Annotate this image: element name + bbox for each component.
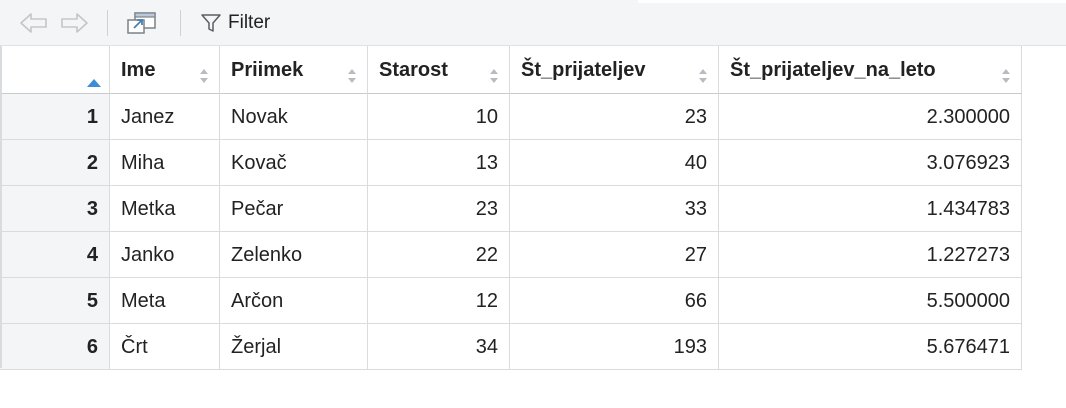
cell-priimek: Novak: [220, 94, 368, 140]
cell-ime: Janez: [110, 94, 220, 140]
cell-ime: Meta: [110, 278, 220, 324]
cell-st-prijateljev: 27: [510, 232, 719, 278]
grid-empty-area: [0, 370, 1066, 408]
cell-st-prijateljev: 23: [510, 94, 719, 140]
cell-priimek: Arčon: [220, 278, 368, 324]
table-row: 4 Janko Zelenko 22 27 1.227273: [0, 232, 1022, 278]
cell-starost: 22: [368, 232, 510, 278]
filter-button[interactable]: Filter: [200, 11, 270, 35]
cell-st-prijateljev-na-leto: 3.076923: [719, 140, 1022, 186]
popout-window-icon[interactable]: [125, 10, 159, 36]
sort-ascending-icon: [86, 58, 102, 93]
row-index: 2: [0, 140, 110, 186]
cell-priimek: Zelenko: [220, 232, 368, 278]
column-header-starost[interactable]: Starost: [368, 46, 510, 94]
cell-st-prijateljev: 40: [510, 140, 719, 186]
forward-arrow-icon[interactable]: [58, 11, 90, 35]
column-header-st-prijateljev[interactable]: Št_prijateljev: [510, 46, 719, 94]
cell-starost: 13: [368, 140, 510, 186]
sort-toggle-icon: [347, 55, 357, 83]
funnel-icon: [200, 12, 222, 34]
toolbar-separator: [180, 10, 181, 36]
cell-ime: Miha: [110, 140, 220, 186]
cell-st-prijateljev: 33: [510, 186, 719, 232]
cell-starost: 10: [368, 94, 510, 140]
cell-st-prijateljev-na-leto: 1.227273: [719, 232, 1022, 278]
column-header-priimek[interactable]: Priimek: [220, 46, 368, 94]
row-index: 6: [0, 324, 110, 370]
cell-st-prijateljev-na-leto: 5.500000: [719, 278, 1022, 324]
filter-label: Filter: [228, 12, 271, 33]
back-arrow-icon[interactable]: [18, 11, 50, 35]
table-row: 5 Meta Arčon 12 66 5.500000: [0, 278, 1022, 324]
table-row: 6 Črt Žerjal 34 193 5.676471: [0, 324, 1022, 370]
table-row: 3 Metka Pečar 23 33 1.434783: [0, 186, 1022, 232]
cell-st-prijateljev-na-leto: 1.434783: [719, 186, 1022, 232]
toolbar-tab-edge: [638, 0, 1066, 3]
sort-toggle-icon: [199, 55, 209, 83]
row-index: 4: [0, 232, 110, 278]
cell-priimek: Pečar: [220, 186, 368, 232]
sort-toggle-icon: [698, 55, 708, 83]
cell-ime: Metka: [110, 186, 220, 232]
table-row: 2 Miha Kovač 13 40 3.076923: [0, 140, 1022, 186]
table-header-row: Ime Priimek Starost Št_prijateljev Št_pr…: [0, 46, 1022, 94]
index-column-header[interactable]: [0, 46, 110, 94]
cell-priimek: Žerjal: [220, 324, 368, 370]
toolbar-separator: [107, 10, 108, 36]
cell-priimek: Kovač: [220, 140, 368, 186]
column-header-st-prijateljev-na-leto[interactable]: Št_prijateljev_na_leto: [719, 46, 1022, 94]
cell-starost: 34: [368, 324, 510, 370]
row-index: 3: [0, 186, 110, 232]
cell-st-prijateljev-na-leto: 2.300000: [719, 94, 1022, 140]
cell-st-prijateljev: 66: [510, 278, 719, 324]
cell-starost: 12: [368, 278, 510, 324]
cell-st-prijateljev: 193: [510, 324, 719, 370]
sort-toggle-icon: [1001, 55, 1011, 83]
row-index: 1: [0, 94, 110, 140]
column-header-ime[interactable]: Ime: [110, 46, 220, 94]
cell-st-prijateljev-na-leto: 5.676471: [719, 324, 1022, 370]
cell-ime: Črt: [110, 324, 220, 370]
table-row: 1 Janez Novak 10 23 2.300000: [0, 94, 1022, 140]
cell-starost: 23: [368, 186, 510, 232]
toolbar: Filter: [0, 0, 1066, 46]
grid-left-border: [0, 46, 2, 368]
sort-toggle-icon: [489, 55, 499, 83]
cell-ime: Janko: [110, 232, 220, 278]
row-index: 5: [0, 278, 110, 324]
